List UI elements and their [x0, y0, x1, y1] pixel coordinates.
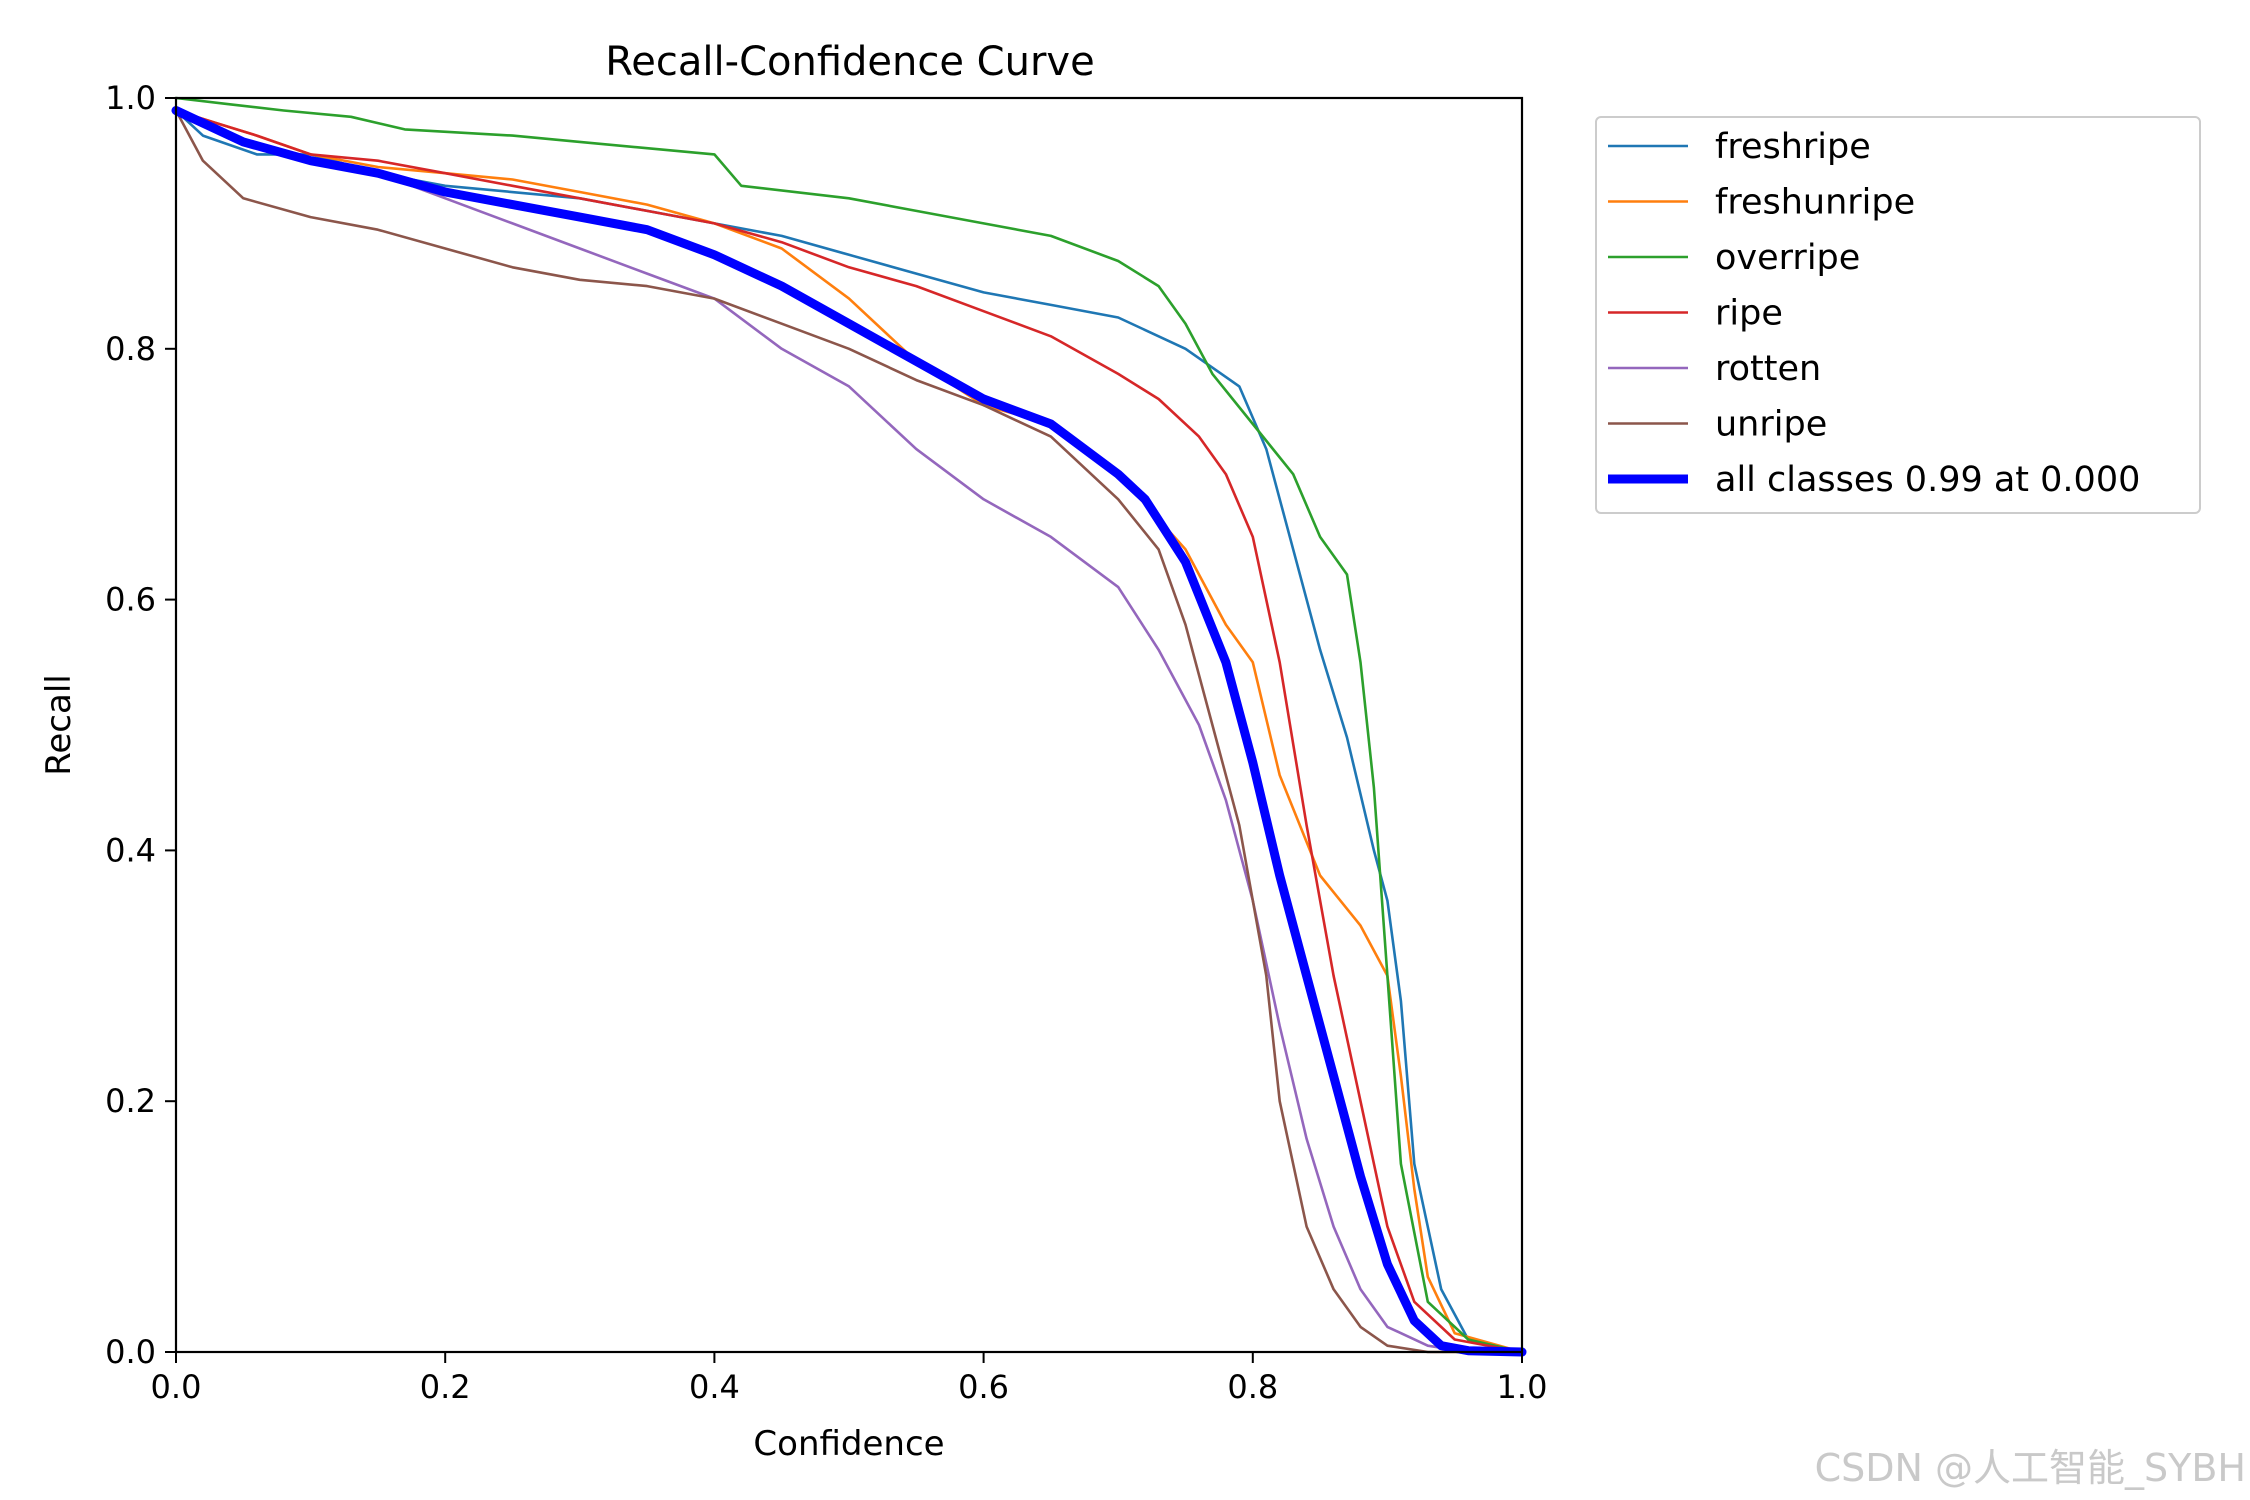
x-tick-label: 0.0: [151, 1368, 202, 1406]
series-line-0: [174, 109, 1524, 1354]
series-line-6: [171, 106, 1527, 1357]
series-layer: [171, 96, 1527, 1357]
x-tick-label: 0.8: [1227, 1368, 1278, 1406]
legend-label-4: rotten: [1715, 349, 1821, 389]
series-line-2: [174, 96, 1524, 1354]
y-tick-label: 0.4: [105, 831, 156, 869]
plot-frame: [174, 96, 1524, 1354]
legend: freshripe freshunripe overripe ripe rotten un…: [1595, 116, 2201, 514]
legend-label-5: unripe: [1715, 405, 1827, 445]
y-tick-label: 1.0: [105, 79, 156, 117]
chart-title: Recall-Confidence Curve: [605, 39, 1094, 85]
y-tick-label: 0.8: [105, 330, 156, 368]
x-tick-label: 0.6: [958, 1368, 1009, 1406]
legend-label-6: all classes 0.99 at 0.000: [1715, 460, 2140, 500]
series-line-5: [174, 109, 1524, 1354]
legend-label-2: overripe: [1715, 238, 1860, 278]
y-tick-label: 0.0: [105, 1333, 156, 1371]
y-axis-label: Recall: [39, 674, 79, 775]
series-line-1: [174, 109, 1524, 1354]
legend-label-0: freshripe: [1715, 127, 1871, 167]
legend-frame: [1595, 116, 2201, 514]
y-tick-label: 0.2: [105, 1082, 156, 1120]
legend-label-3: ripe: [1715, 294, 1783, 334]
series-line-4: [174, 109, 1524, 1354]
x-tick-label: 1.0: [1497, 1368, 1548, 1406]
x-tick-label: 0.2: [420, 1368, 471, 1406]
x-axis-label: Confidence: [753, 1424, 944, 1464]
x-tick-label: 0.4: [689, 1368, 740, 1406]
series-line-3: [174, 109, 1524, 1354]
watermark: CSDN @人工智能_SYBH: [1814, 1446, 2246, 1490]
y-axis-ticks: 0.0 0.2 0.4 0.6 0.8 1.0: [105, 79, 176, 1371]
x-axis-ticks: 0.0 0.2 0.4 0.6 0.8 1.0: [151, 1352, 1548, 1406]
legend-label-1: freshunripe: [1715, 183, 1915, 223]
y-tick-label: 0.6: [105, 581, 156, 619]
